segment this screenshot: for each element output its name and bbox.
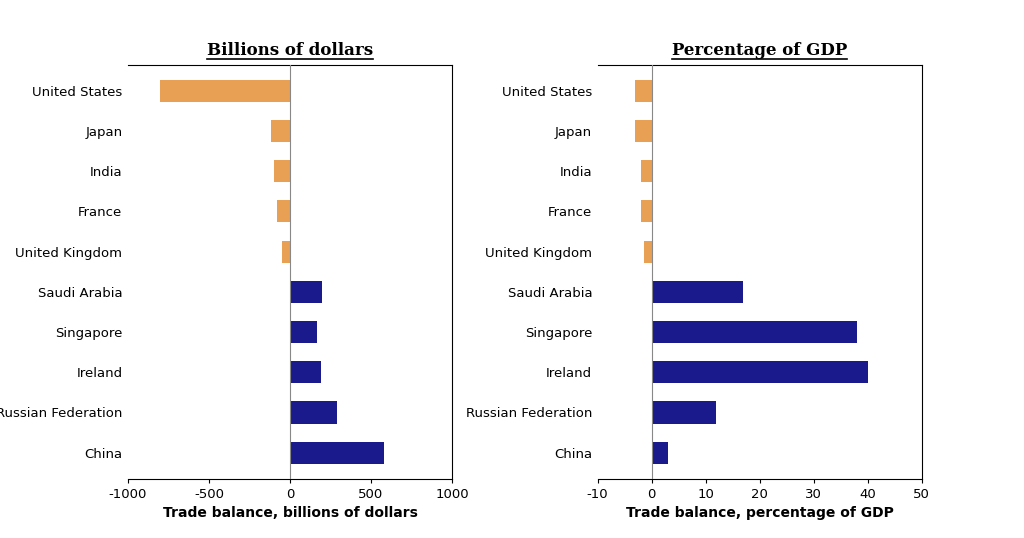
Bar bbox=[651, 281, 743, 303]
Bar bbox=[651, 442, 668, 464]
Bar bbox=[290, 442, 384, 464]
X-axis label: Trade balance, billions of dollars: Trade balance, billions of dollars bbox=[163, 506, 418, 520]
Bar bbox=[651, 321, 857, 343]
Bar bbox=[290, 361, 321, 383]
Bar bbox=[290, 401, 337, 423]
Title: Percentage of GDP: Percentage of GDP bbox=[672, 42, 847, 59]
X-axis label: Trade balance, percentage of GDP: Trade balance, percentage of GDP bbox=[626, 506, 894, 520]
Bar bbox=[290, 321, 317, 343]
Bar bbox=[161, 80, 290, 102]
Bar bbox=[641, 200, 651, 222]
Bar bbox=[636, 80, 651, 102]
Bar bbox=[282, 240, 290, 263]
Bar bbox=[651, 361, 867, 383]
Title: Billions of dollars: Billions of dollars bbox=[207, 42, 373, 59]
Bar bbox=[651, 401, 717, 423]
Bar bbox=[643, 240, 651, 263]
Bar bbox=[270, 120, 290, 142]
Bar bbox=[290, 281, 323, 303]
Bar bbox=[273, 160, 290, 182]
Bar bbox=[278, 200, 290, 222]
Bar bbox=[636, 120, 651, 142]
Bar bbox=[641, 160, 651, 182]
